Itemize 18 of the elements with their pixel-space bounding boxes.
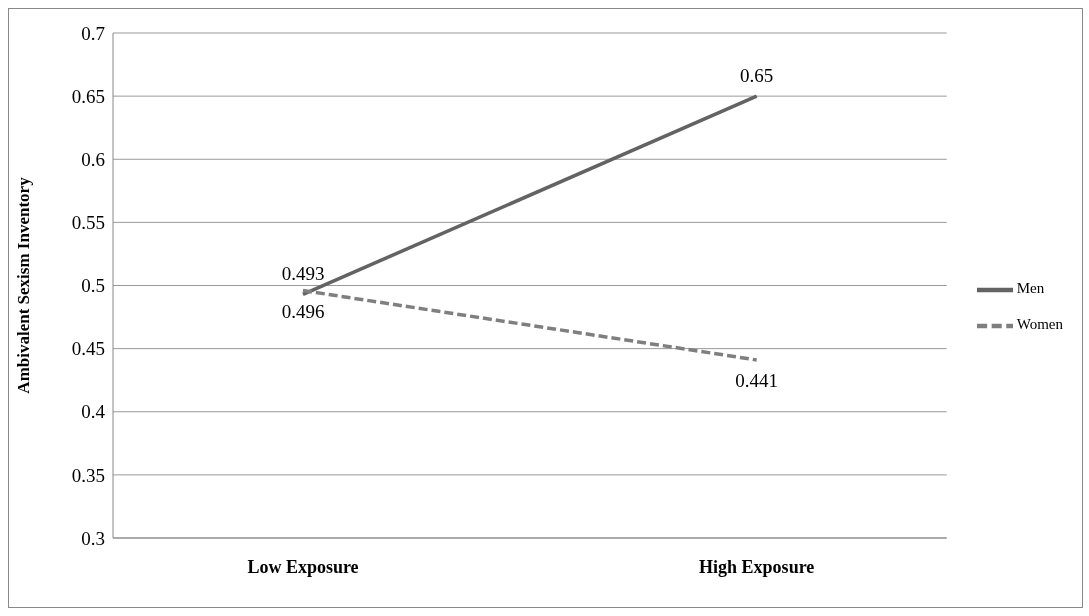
- legend-label: Men: [1016, 280, 1045, 297]
- x-tick-label: High Exposure: [699, 556, 815, 577]
- y-tick-label: 0.65: [71, 85, 105, 107]
- data-label: 0.441: [735, 370, 779, 392]
- legend-label: Women: [1016, 316, 1063, 333]
- y-tick-label: 0.35: [71, 464, 105, 486]
- y-tick-label: 0.7: [81, 22, 105, 44]
- y-tick-label: 0.45: [71, 338, 105, 360]
- y-tick-label: 0.5: [81, 275, 105, 297]
- data-label: 0.65: [740, 65, 774, 87]
- data-label: 0.496: [281, 301, 325, 323]
- y-tick-label: 0.55: [71, 212, 105, 234]
- x-tick-label: Low Exposure: [247, 556, 359, 577]
- y-tick-label: 0.6: [81, 148, 105, 170]
- y-tick-label: 0.3: [81, 527, 105, 549]
- y-axis-title: Ambivalent Sexism Inventory: [14, 176, 34, 394]
- data-label: 0.493: [281, 263, 325, 285]
- y-tick-label: 0.4: [81, 401, 106, 423]
